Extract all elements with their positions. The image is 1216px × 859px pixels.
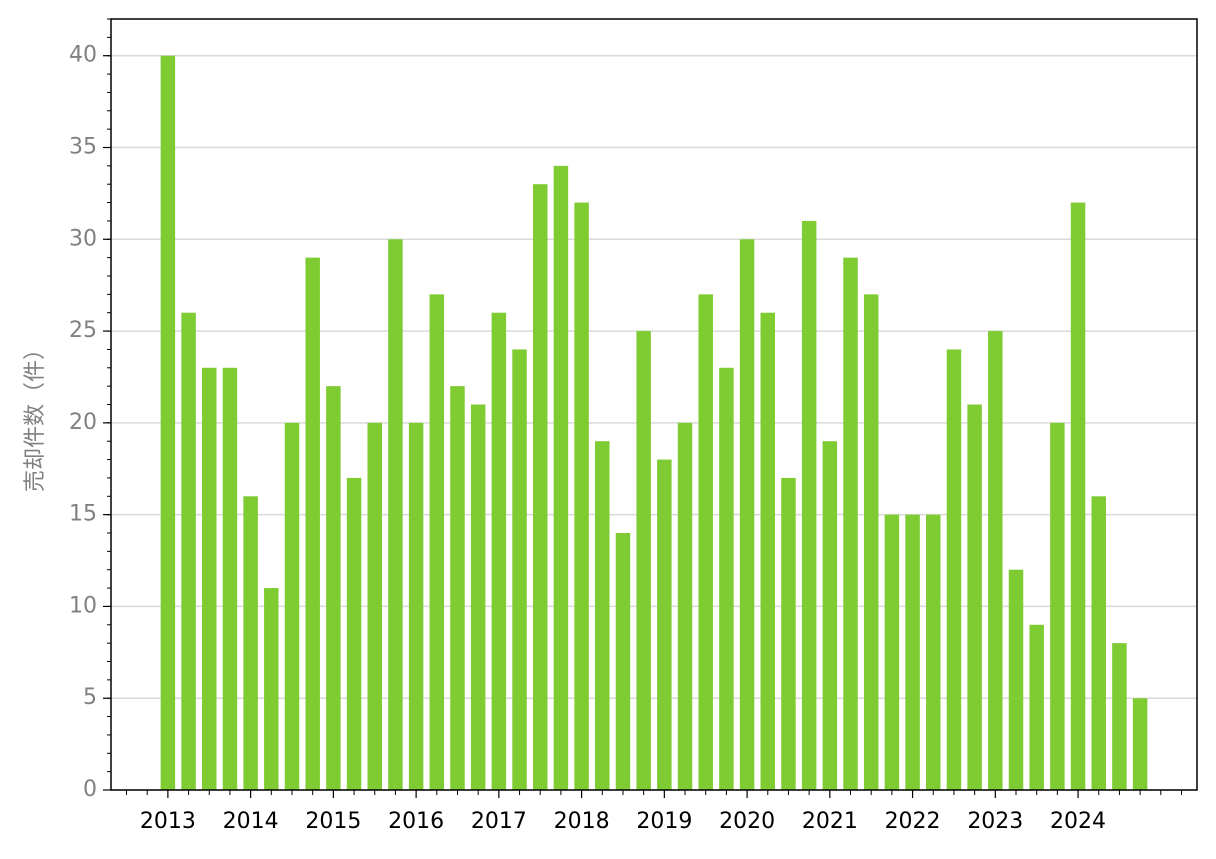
bar	[926, 514, 941, 790]
bar	[346, 477, 362, 790]
bar	[1008, 569, 1024, 790]
bar	[553, 165, 569, 790]
bar	[595, 441, 610, 790]
bar	[1029, 624, 1044, 790]
bar	[636, 331, 651, 790]
bar	[160, 55, 176, 790]
bar	[388, 239, 403, 791]
bar	[1132, 698, 1148, 790]
bar	[905, 514, 920, 790]
x-tick-label: 2014	[223, 809, 279, 834]
bar	[367, 422, 382, 790]
y-tick-label: 10	[69, 593, 97, 618]
x-tick-label: 2013	[140, 809, 196, 834]
bar	[532, 184, 548, 790]
y-tick-label: 30	[69, 226, 97, 251]
bar	[698, 294, 713, 790]
bar	[243, 496, 258, 790]
x-tick-label: 2021	[802, 809, 858, 834]
bar	[967, 404, 982, 790]
plot-frame	[110, 18, 1198, 791]
bar	[264, 588, 279, 790]
x-tick-label: 2018	[554, 809, 610, 834]
bar	[1050, 422, 1065, 790]
y-tick-label: 25	[69, 318, 97, 343]
x-tick-label: 2023	[967, 809, 1023, 834]
y-axis-label: 売却件数（件）	[23, 338, 48, 492]
bar	[408, 422, 424, 790]
x-tick-label: 2020	[719, 809, 775, 834]
bar	[739, 239, 755, 791]
x-tick-label: 2022	[885, 809, 941, 834]
bar	[512, 349, 527, 790]
bar	[801, 220, 817, 790]
bar	[946, 349, 962, 790]
y-tick-label: 20	[69, 410, 97, 435]
bar	[719, 367, 734, 790]
bar	[450, 386, 465, 790]
bar	[677, 422, 693, 790]
bar	[988, 331, 1003, 790]
bar	[1112, 643, 1127, 790]
y-tick-label: 40	[69, 43, 97, 68]
bar	[284, 422, 300, 790]
bar	[429, 294, 445, 790]
y-tick-label: 15	[69, 502, 97, 527]
x-tick-label: 2015	[305, 809, 361, 834]
x-tick-label: 2024	[1050, 809, 1106, 834]
bar	[822, 441, 838, 790]
bar	[574, 202, 589, 791]
bar	[222, 367, 238, 790]
bar	[202, 367, 217, 790]
bar	[657, 459, 672, 790]
bar	[884, 514, 900, 790]
y-tick-label: 0	[83, 777, 97, 802]
bar	[1070, 202, 1086, 791]
bar	[863, 294, 879, 790]
y-tick-label: 35	[69, 135, 97, 160]
y-tick-label: 5	[83, 685, 97, 710]
bar	[1091, 496, 1106, 790]
bar	[491, 312, 507, 790]
x-tick-label: 2019	[636, 809, 692, 834]
x-tick-label: 2016	[388, 809, 444, 834]
bar	[843, 257, 858, 791]
bar	[760, 312, 776, 790]
bar	[326, 386, 341, 790]
x-tick-label: 2017	[471, 809, 527, 834]
bar	[470, 404, 486, 790]
bar	[181, 312, 196, 790]
bar	[781, 477, 796, 790]
bar	[615, 533, 631, 790]
bar	[305, 257, 320, 791]
